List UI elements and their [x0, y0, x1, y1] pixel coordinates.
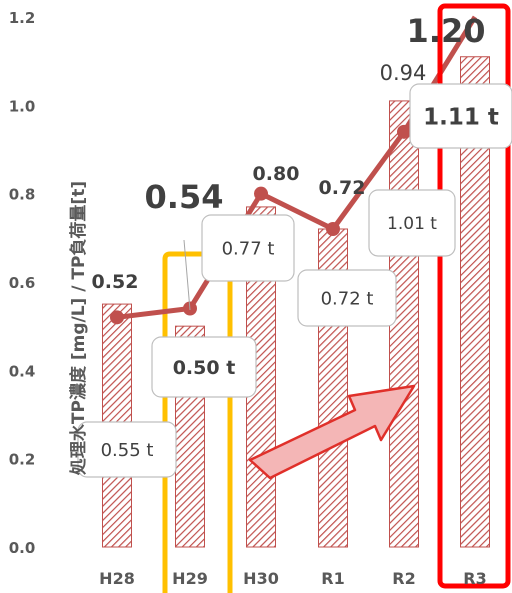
y-tick-label: 1.0 — [9, 97, 36, 115]
y-tick-label: 0.4 — [9, 362, 36, 380]
x-tick-label: R3 — [463, 569, 486, 588]
y-tick-label: 0.8 — [9, 186, 36, 204]
bar-callout-r2 — [368, 189, 456, 257]
x-tick-label: R1 — [321, 569, 344, 588]
line-point-r1 — [326, 221, 340, 236]
leader-line-h29 — [183, 239, 191, 311]
bar-callout-r3 — [409, 83, 512, 149]
y-tick-label: 0.6 — [9, 274, 36, 292]
highlight-frame-r3 — [437, 3, 511, 589]
bar-r2 — [389, 100, 419, 548]
line-label-h29: 0.54 — [145, 178, 224, 216]
bar-label-h29: 0.50 t — [173, 357, 236, 379]
bar-callout-h30 — [201, 214, 295, 282]
trend-arrow — [248, 384, 416, 480]
line-label-h28: 0.52 — [92, 271, 139, 293]
x-tick-label: H29 — [172, 569, 208, 588]
bar-callout-r1 — [297, 269, 397, 327]
bar-label-r2: 1.01 t — [387, 214, 437, 234]
line-label-h30: 0.80 — [253, 163, 300, 185]
line-label-r2: 0.94 — [380, 61, 427, 85]
x-tick-label: H30 — [243, 569, 279, 588]
bar-label-h28: 0.55 t — [101, 440, 154, 461]
bar-callout-h28 — [77, 421, 177, 478]
line-point-h28 — [110, 310, 124, 325]
bar-label-h30: 0.77 t — [222, 238, 275, 259]
bar-label-r1: 0.72 t — [321, 288, 374, 309]
line-label-r1: 0.72 — [319, 177, 366, 199]
line-point-h30 — [254, 186, 268, 201]
bar-label-r3: 1.11 t — [423, 104, 499, 130]
x-tick-label: H28 — [99, 569, 135, 588]
y-axis-label: 処理水TP濃度 [mg/L] / TP負荷量[t] — [68, 181, 89, 476]
y-tick-label: 0.0 — [9, 539, 36, 557]
y-tick-label: 0.2 — [9, 451, 36, 469]
line-label-r3: 1.20 — [407, 12, 486, 50]
x-tick-label: R2 — [392, 569, 415, 588]
line-point-r2 — [397, 124, 411, 139]
y-tick-label: 1.2 — [9, 9, 36, 27]
bar-callout-h29 — [151, 336, 257, 398]
